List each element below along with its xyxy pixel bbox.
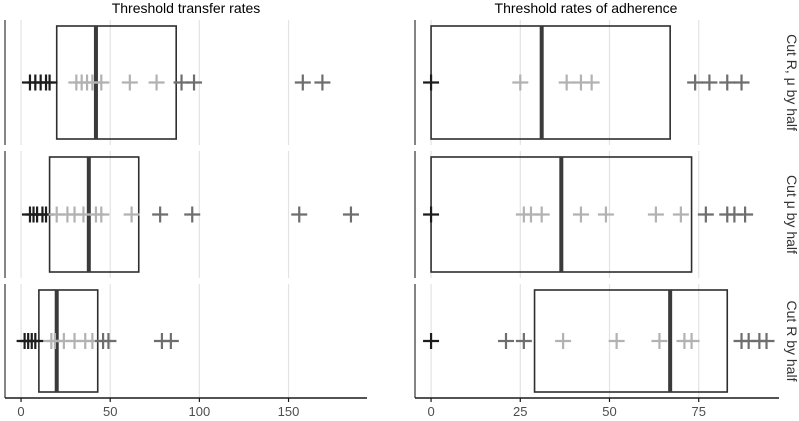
strips-layer: Cut R, μ by half Cut μ by half Cut R by ha… bbox=[784, 34, 799, 381]
x-tick-label: 0 bbox=[17, 404, 24, 419]
strip-label-row-3: Cut R by half bbox=[784, 301, 799, 382]
data-point bbox=[572, 206, 589, 223]
x-tick-label: 50 bbox=[103, 404, 117, 419]
x-tick-label: 75 bbox=[691, 404, 705, 419]
x-tick-label: 0 bbox=[427, 404, 434, 419]
data-point bbox=[162, 333, 179, 349]
panel-row-2 bbox=[414, 151, 754, 278]
strip-label-row-1: Cut R, μ by half bbox=[784, 34, 799, 131]
data-point bbox=[27, 333, 44, 349]
data-point bbox=[651, 333, 668, 349]
data-point bbox=[555, 333, 572, 349]
x-tick-label: 25 bbox=[513, 404, 527, 419]
data-point bbox=[152, 206, 169, 223]
data-point bbox=[672, 206, 689, 223]
data-point bbox=[423, 333, 440, 349]
x-tick-label: 100 bbox=[189, 404, 211, 419]
strip-label-row-2: Cut μ by half bbox=[784, 175, 799, 254]
data-point bbox=[121, 74, 138, 91]
data-point bbox=[498, 333, 514, 349]
data-point bbox=[647, 206, 664, 223]
data-point bbox=[719, 74, 736, 91]
data-point bbox=[597, 206, 614, 223]
data-point bbox=[148, 74, 165, 91]
data-point bbox=[41, 74, 58, 91]
data-point bbox=[608, 333, 625, 349]
right-facet-title: Threshold rates of adherence bbox=[495, 0, 678, 16]
panel-row-2 bbox=[4, 151, 359, 278]
data-point bbox=[583, 74, 600, 91]
box bbox=[430, 25, 671, 140]
data-point bbox=[93, 74, 110, 91]
data-point bbox=[423, 74, 440, 91]
data-point bbox=[294, 74, 311, 91]
data-point bbox=[342, 206, 359, 223]
data-point bbox=[533, 206, 550, 223]
panel-row-3 bbox=[4, 284, 290, 398]
data-point bbox=[515, 333, 532, 349]
data-point bbox=[701, 74, 718, 91]
data-point bbox=[186, 74, 203, 91]
data-point bbox=[758, 333, 775, 349]
left-facet-title: Threshold transfer rates bbox=[112, 0, 261, 16]
data-point bbox=[687, 74, 704, 91]
data-point bbox=[512, 74, 529, 91]
x-tick-label: 50 bbox=[602, 404, 616, 419]
panel-row-1 bbox=[414, 20, 750, 145]
data-point bbox=[93, 206, 110, 223]
data-point bbox=[123, 206, 140, 223]
data-point bbox=[683, 333, 700, 349]
data-point bbox=[737, 206, 754, 223]
facet-adherence: 0 25 50 75 bbox=[414, 20, 779, 419]
data-point bbox=[697, 206, 714, 223]
titles-layer: Threshold transfer rates Threshold rates… bbox=[112, 0, 678, 16]
data-point bbox=[184, 206, 201, 223]
panels-layer: 0 50 100 150 0 25 50 75 bbox=[4, 20, 779, 419]
data-point bbox=[423, 206, 440, 223]
panel-row-1 bbox=[4, 20, 331, 145]
data-point bbox=[558, 74, 575, 91]
box bbox=[533, 289, 729, 393]
panel-row-3 bbox=[414, 284, 775, 398]
data-point bbox=[733, 74, 750, 91]
data-point bbox=[291, 206, 308, 223]
data-point bbox=[314, 74, 331, 91]
data-point bbox=[100, 333, 117, 349]
x-tick-label: 150 bbox=[278, 404, 300, 419]
facet-transfer-rates: 0 50 100 150 bbox=[4, 20, 367, 419]
